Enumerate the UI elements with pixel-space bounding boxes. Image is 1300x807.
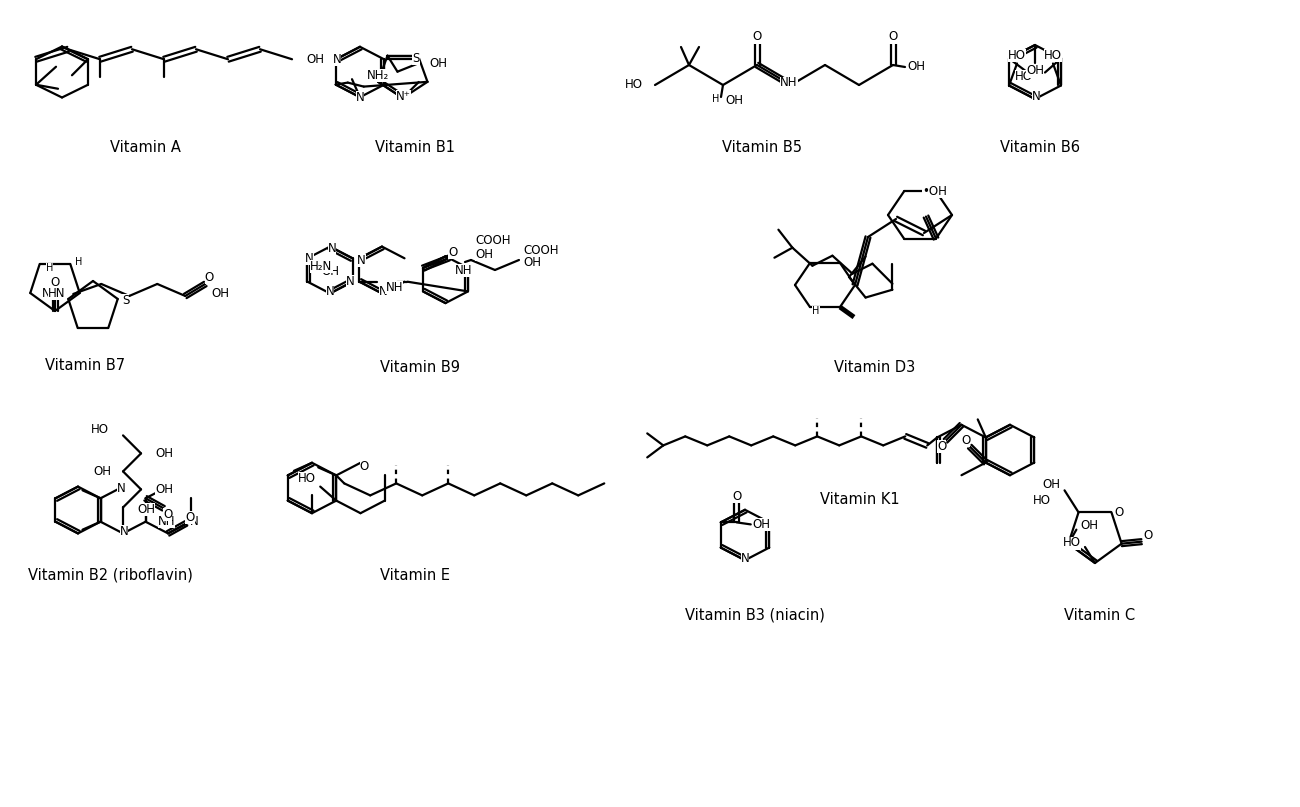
Text: NH: NH <box>780 77 798 90</box>
Text: O: O <box>162 508 172 521</box>
Text: N: N <box>333 53 341 66</box>
Text: HO: HO <box>91 423 109 436</box>
Text: N: N <box>306 252 313 265</box>
Text: N: N <box>346 275 355 288</box>
Text: OH: OH <box>474 248 493 261</box>
Text: Vitamin B2 (riboflavin): Vitamin B2 (riboflavin) <box>27 567 192 583</box>
Text: Vitamin C: Vitamin C <box>1065 608 1136 622</box>
Text: N: N <box>356 90 364 104</box>
Text: •OH: •OH <box>922 185 946 198</box>
Text: OH: OH <box>321 265 339 278</box>
Text: OH: OH <box>1026 65 1044 77</box>
Text: OH: OH <box>212 287 229 300</box>
Text: OH: OH <box>94 465 111 478</box>
Text: OH: OH <box>523 256 541 269</box>
Text: O: O <box>1115 506 1124 519</box>
Text: www.alamy.com: www.alamy.com <box>1165 776 1271 789</box>
Text: Image ID: DTK5GG: Image ID: DTK5GG <box>1161 748 1271 761</box>
Text: OH: OH <box>306 52 324 65</box>
Text: Vitamin D3: Vitamin D3 <box>835 361 915 375</box>
Text: Vitamin B5: Vitamin B5 <box>722 140 802 156</box>
Text: N: N <box>378 285 387 298</box>
Text: S: S <box>412 52 420 65</box>
Text: N⁺: N⁺ <box>396 90 411 102</box>
Text: N: N <box>190 515 199 529</box>
Text: O: O <box>937 441 946 454</box>
Text: S: S <box>122 295 130 307</box>
Text: O: O <box>753 31 762 44</box>
Text: Vitamin A: Vitamin A <box>109 140 181 156</box>
Text: COOH: COOH <box>523 244 559 257</box>
Text: O: O <box>360 460 369 473</box>
Text: H₂N: H₂N <box>311 260 333 273</box>
Text: HO: HO <box>1015 70 1034 83</box>
Text: OH: OH <box>1043 478 1061 491</box>
Text: Vitamin B9: Vitamin B9 <box>380 361 460 375</box>
Text: OH: OH <box>155 483 173 495</box>
Text: OH: OH <box>753 518 771 531</box>
Text: OH: OH <box>907 61 926 73</box>
Text: HO: HO <box>625 78 644 91</box>
Text: Vitamin E: Vitamin E <box>380 567 450 583</box>
Text: N: N <box>325 285 334 298</box>
Text: Vitamin B3 (niacin): Vitamin B3 (niacin) <box>685 608 826 622</box>
Text: N: N <box>1032 90 1040 103</box>
Text: NH: NH <box>386 281 403 295</box>
Text: O: O <box>448 245 458 258</box>
Text: N: N <box>120 525 129 538</box>
Text: HO: HO <box>1044 49 1062 62</box>
Text: OH: OH <box>136 503 155 516</box>
Text: N: N <box>358 253 365 267</box>
Text: O: O <box>51 277 60 290</box>
Text: OH: OH <box>1080 519 1098 532</box>
Text: N: N <box>741 552 749 565</box>
Text: NH: NH <box>43 286 60 299</box>
Text: Vitamin B1: Vitamin B1 <box>374 140 455 156</box>
Text: OH: OH <box>725 94 744 107</box>
Text: Vitamin K1: Vitamin K1 <box>820 492 900 508</box>
Text: O: O <box>204 271 214 284</box>
Text: H: H <box>46 263 53 273</box>
Text: HO: HO <box>1008 49 1026 62</box>
Text: O: O <box>961 434 970 447</box>
Text: NH₂: NH₂ <box>367 69 390 82</box>
Text: HO: HO <box>298 472 316 485</box>
Text: H: H <box>812 306 820 316</box>
Text: HO: HO <box>1063 537 1082 550</box>
Text: COOH: COOH <box>474 233 511 246</box>
Text: O: O <box>732 490 741 503</box>
Text: H: H <box>74 257 82 267</box>
Text: NH: NH <box>455 264 472 277</box>
Text: alamy: alamy <box>23 751 146 785</box>
Text: HN: HN <box>48 286 66 299</box>
Text: Vitamin B7: Vitamin B7 <box>46 358 125 373</box>
Text: OH: OH <box>429 57 447 70</box>
Text: HO: HO <box>1032 494 1050 507</box>
Text: H: H <box>711 94 719 104</box>
Text: O: O <box>1143 529 1152 542</box>
Text: OH: OH <box>155 447 173 460</box>
Text: N: N <box>117 482 125 495</box>
Text: NH: NH <box>157 515 176 529</box>
Text: O: O <box>888 31 897 44</box>
Text: Vitamin B6: Vitamin B6 <box>1000 140 1080 156</box>
Text: N: N <box>328 242 337 255</box>
Text: O: O <box>186 511 195 524</box>
